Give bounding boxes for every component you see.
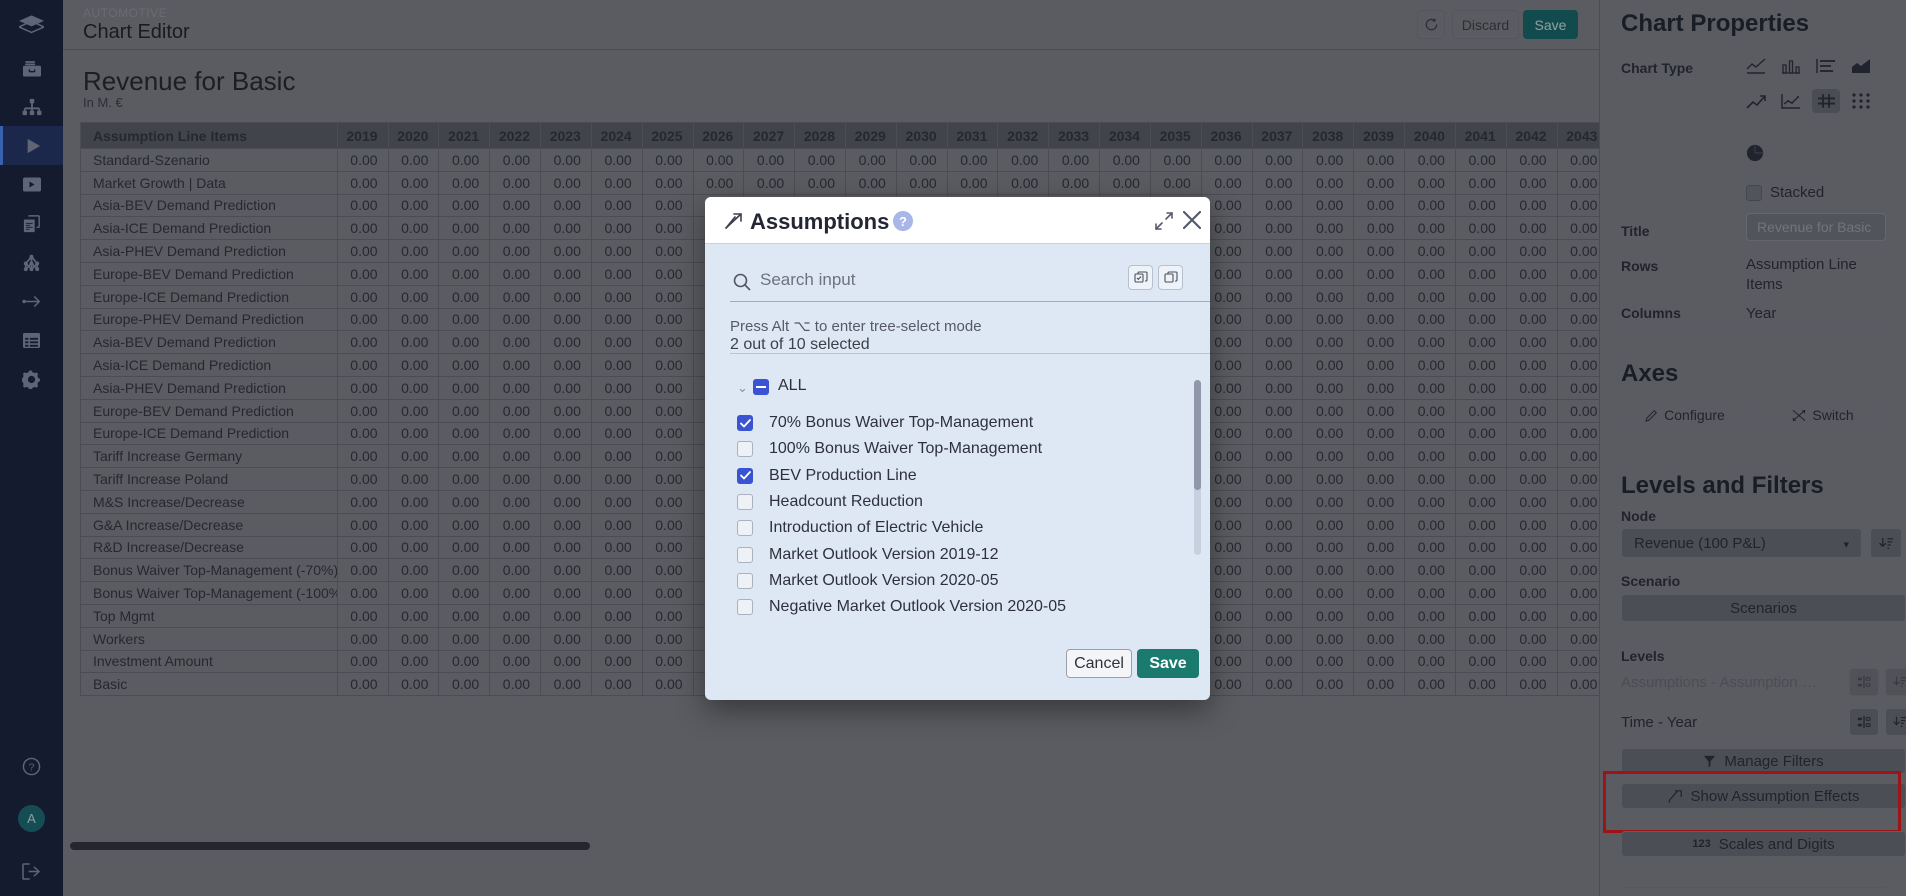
svg-text:?: ?	[899, 214, 907, 229]
